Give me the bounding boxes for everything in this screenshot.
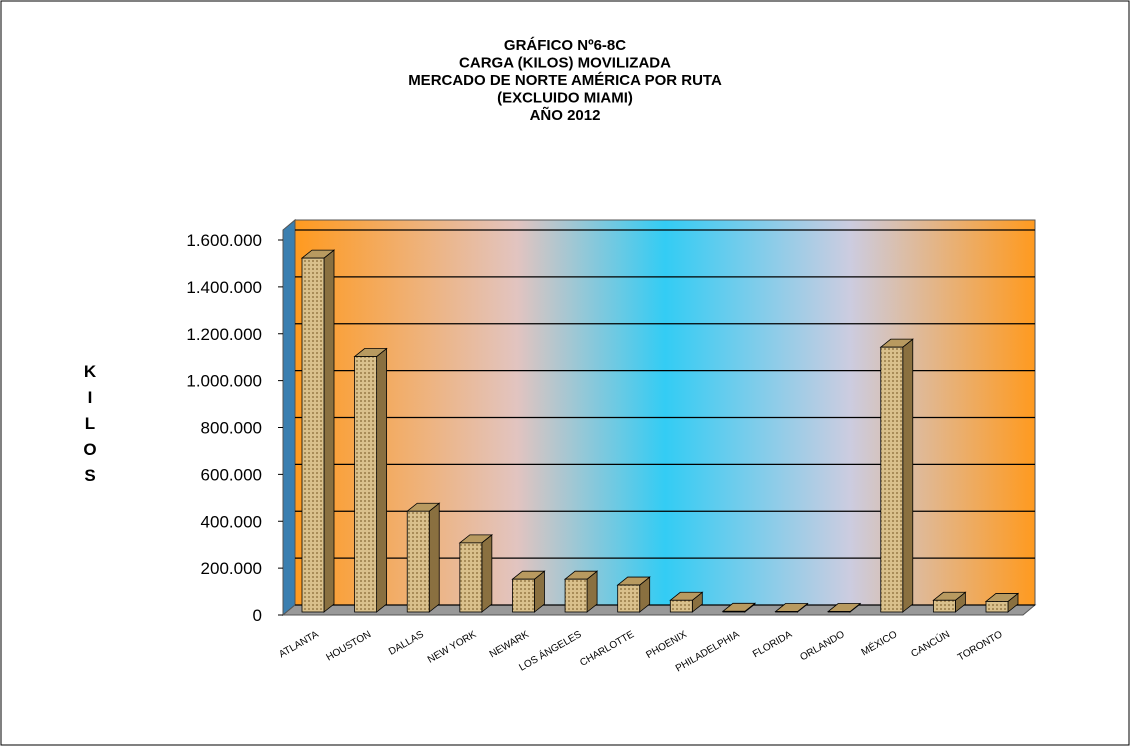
y-tick-label: 600.000 — [201, 465, 262, 484]
chart-title: MERCADO DE NORTE AMÉRICA POR RUTA — [408, 72, 722, 89]
bar — [670, 600, 692, 612]
bar — [565, 579, 587, 612]
bar — [986, 601, 1008, 612]
bar — [302, 258, 324, 612]
bar — [723, 611, 745, 612]
y-tick-label: 1.400.000 — [186, 278, 262, 297]
chart-title: (EXCLUIDO MIAMI) — [497, 90, 633, 107]
y-tick-label: 1.000.000 — [186, 372, 262, 391]
bar-side — [429, 503, 439, 612]
bar — [407, 511, 429, 612]
y-tick-label: 800.000 — [201, 419, 262, 438]
bar — [881, 347, 903, 612]
chart-title: AÑO 2012 — [530, 106, 601, 124]
y-tick-label: 0 — [253, 606, 262, 625]
floor — [283, 605, 1035, 615]
y-axis-label: KILOS — [81, 362, 100, 492]
y-tick-label: 1.200.000 — [186, 325, 262, 344]
bar-side — [482, 535, 492, 612]
bar-side — [324, 250, 334, 612]
back-wall — [295, 220, 1035, 605]
bar-side — [377, 349, 387, 612]
side-wall — [283, 220, 295, 615]
bar — [933, 600, 955, 612]
y-tick-label: 400.000 — [201, 512, 262, 531]
chart-title: CARGA (KILOS) MOVILIZADA — [459, 55, 671, 72]
bar — [355, 357, 377, 612]
bar-side — [903, 339, 913, 612]
bar — [460, 543, 482, 612]
bar — [618, 585, 640, 612]
chart-title: GRÁFICO Nº6-8C — [504, 37, 626, 54]
y-tick-label: 1.600.000 — [186, 231, 262, 250]
y-tick-label: 200.000 — [201, 559, 262, 578]
bar — [512, 579, 534, 612]
